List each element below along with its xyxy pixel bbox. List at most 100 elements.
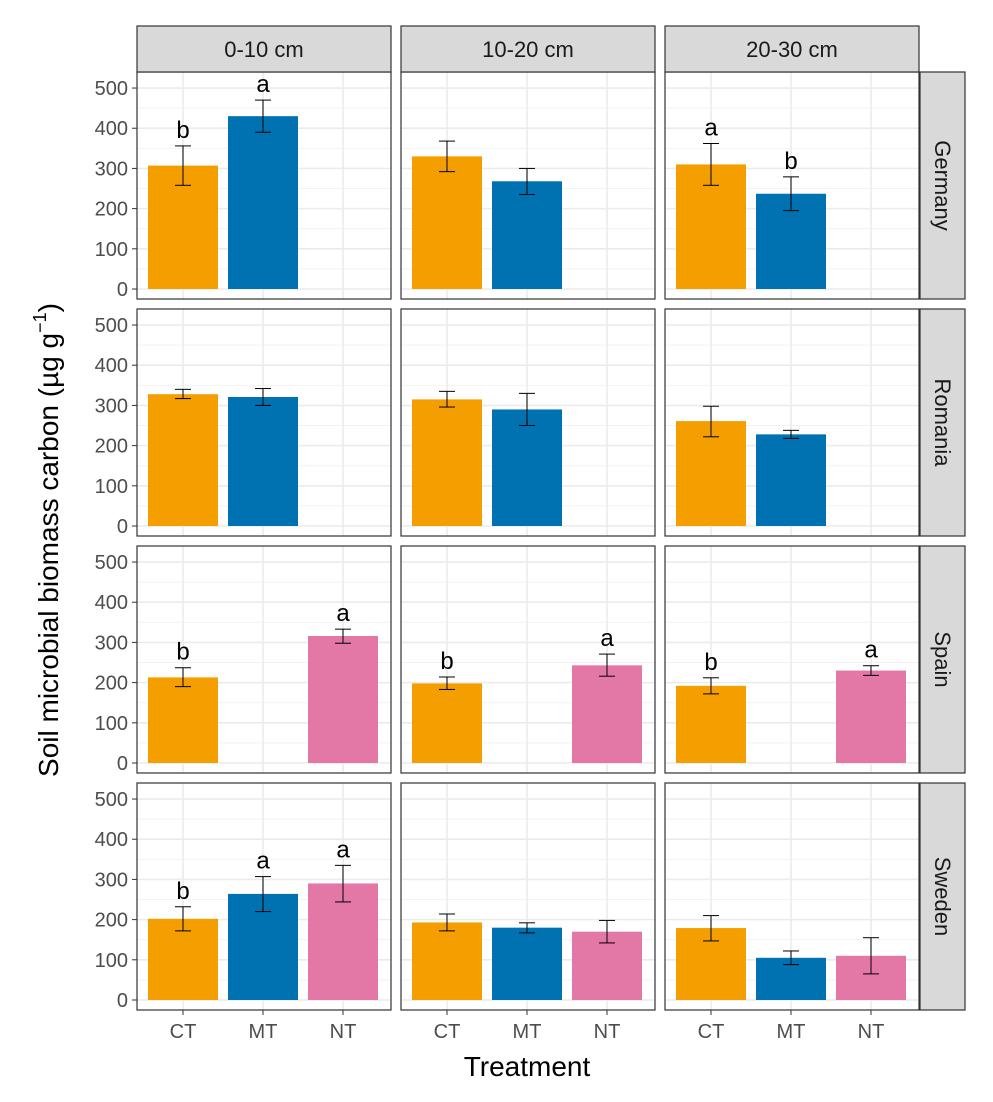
panel: ba <box>400 545 656 774</box>
y-tick-label: 300 <box>95 869 128 891</box>
panel: ba <box>136 545 392 774</box>
panel: b a a <box>136 782 392 1011</box>
bar-ct <box>412 156 482 289</box>
significance-label: a <box>336 600 350 627</box>
y-tick-label: 500 <box>95 78 128 100</box>
bar-mt <box>492 927 562 1000</box>
y-tick-label: 100 <box>95 950 128 972</box>
country-strip-label: Germany <box>930 140 955 230</box>
panel-border <box>400 308 656 537</box>
depth-strip <box>136 25 392 73</box>
x-tick-label: NT <box>330 1021 357 1043</box>
x-tick-label: CT <box>170 1021 197 1043</box>
x-tick-label: MT <box>249 1021 278 1043</box>
y-tick-label: 200 <box>95 199 128 221</box>
country-strip <box>919 545 966 774</box>
y-tick-label: 300 <box>95 158 128 180</box>
significance-label: a <box>600 625 614 652</box>
panel <box>400 782 656 1011</box>
country-strip <box>919 71 966 300</box>
y-axis-title-close: ) <box>33 303 64 312</box>
panel <box>400 308 656 537</box>
country-strip <box>919 782 966 1011</box>
bar-mt <box>228 116 298 289</box>
panel-border <box>664 308 920 537</box>
bar-mt <box>492 409 562 526</box>
strips-layer: 0-10 cm 10-20 cm 20-30 cm Germany Romania Spa… <box>136 25 966 1011</box>
y-tick-label: 100 <box>95 713 128 735</box>
panel-border <box>136 782 392 1011</box>
x-axis-title: Treatment <box>464 1051 591 1082</box>
y-tick-label: 100 <box>95 476 128 498</box>
y-tick-label: 200 <box>95 910 128 932</box>
country-strip-label: Spain <box>930 631 955 687</box>
depth-strip <box>664 25 920 73</box>
panel-border <box>400 545 656 774</box>
bar-ct <box>148 165 218 289</box>
depth-strip-label: 20-30 cm <box>746 37 838 62</box>
country-strip <box>919 308 966 537</box>
significance-label: a <box>256 71 270 98</box>
significance-label: a <box>704 115 718 142</box>
axes-layer: 0 100 200 300 400 500 0 100 200 300 400 500 0 100 200 3… <box>95 78 885 1043</box>
y-tick-label: 300 <box>95 395 128 417</box>
panel: ab <box>664 71 920 300</box>
bar-mt <box>756 434 826 526</box>
y-tick-label: 500 <box>95 789 128 811</box>
bar-nt <box>308 635 378 763</box>
bar-ct <box>676 685 746 763</box>
x-tick-label: NT <box>858 1021 885 1043</box>
panel-border <box>664 545 920 774</box>
bar-ct <box>148 918 218 1000</box>
bar-ct <box>412 922 482 1000</box>
y-tick-label: 0 <box>117 279 128 301</box>
y-tick-label: 0 <box>117 753 128 775</box>
significance-label: a <box>336 836 350 863</box>
x-tick-label: NT <box>594 1021 621 1043</box>
panel-border <box>136 308 392 537</box>
depth-strip-label: 10-20 cm <box>482 37 574 62</box>
y-tick-label: 400 <box>95 829 128 851</box>
panel <box>664 308 920 537</box>
significance-label: a <box>864 637 878 664</box>
y-tick-label: 400 <box>95 355 128 377</box>
y-tick-label: 500 <box>95 315 128 337</box>
x-tick-label: MT <box>513 1021 542 1043</box>
y-tick-label: 200 <box>95 436 128 458</box>
y-tick-label: 400 <box>95 118 128 140</box>
x-tick-label: CT <box>698 1021 725 1043</box>
y-tick-label: 100 <box>95 239 128 261</box>
depth-strip <box>400 25 656 73</box>
panel <box>664 782 920 1011</box>
significance-label: b <box>784 148 797 175</box>
x-tick-label: CT <box>434 1021 461 1043</box>
panel: ba <box>136 71 392 300</box>
bar-ct <box>412 399 482 526</box>
bar-mt <box>492 181 562 289</box>
y-tick-label: 500 <box>95 552 128 574</box>
y-tick-label: 200 <box>95 673 128 695</box>
y-tick-label: 0 <box>117 516 128 538</box>
bar-ct <box>412 683 482 763</box>
significance-label: b <box>176 117 189 144</box>
bar-mt <box>228 396 298 526</box>
y-axis-title: Soil microbial biomass carbon (µg g−1) <box>30 303 64 777</box>
y-tick-label: 0 <box>117 990 128 1012</box>
bar-nt <box>572 665 642 763</box>
depth-strip-label: 0-10 cm <box>224 37 303 62</box>
y-tick-label: 400 <box>95 592 128 614</box>
bar-ct <box>148 677 218 763</box>
panel-border <box>664 782 920 1011</box>
y-axis-title-main: Soil microbial biomass carbon (µg g <box>33 333 64 777</box>
panel-border <box>400 782 656 1011</box>
significance-label: b <box>440 648 453 675</box>
x-tick-label: MT <box>777 1021 806 1043</box>
significance-label: b <box>704 649 717 676</box>
bar-ct <box>676 421 746 526</box>
significance-label: a <box>256 848 270 875</box>
country-strip-label: Romania <box>930 378 955 467</box>
country-strip-label: Sweden <box>930 857 955 937</box>
significance-label: b <box>176 639 189 666</box>
